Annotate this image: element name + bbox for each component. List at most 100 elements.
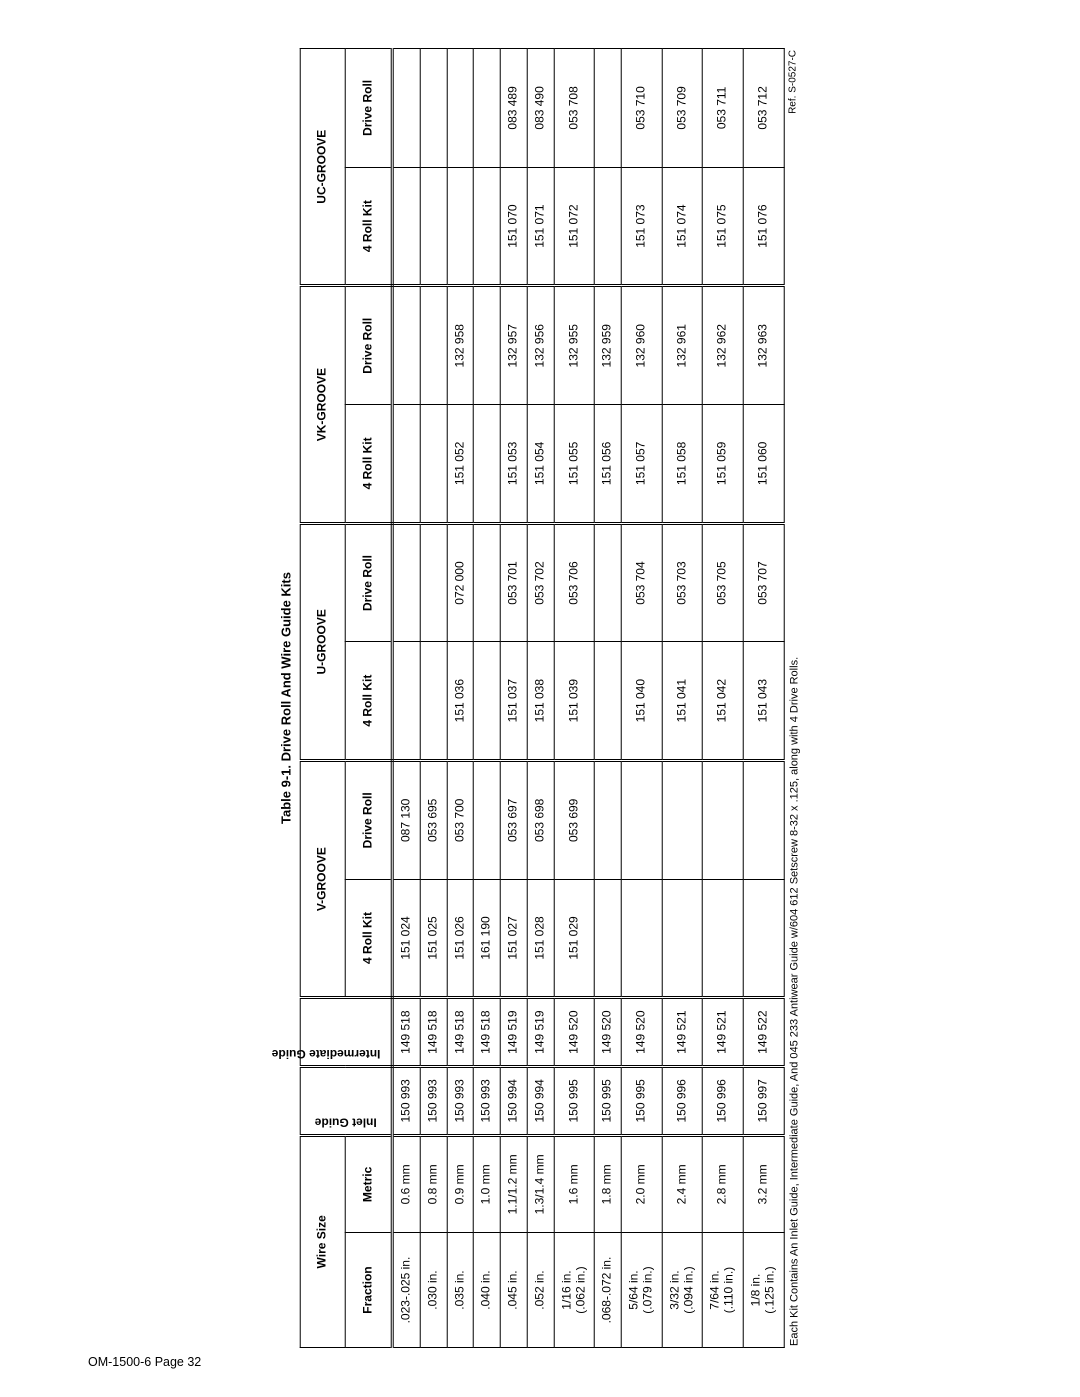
table-cell xyxy=(703,879,744,998)
table-cell: 149 520 xyxy=(554,998,595,1067)
vk-4roll-header: 4 Roll Kit xyxy=(345,405,392,524)
vkgroove-header: VK-GROOVE xyxy=(300,286,345,523)
table-cell: 151 036 xyxy=(447,642,474,761)
table-cell: 150 997 xyxy=(743,1066,784,1135)
table-cell xyxy=(474,760,501,879)
table-cell: 053 703 xyxy=(662,523,703,642)
table-cell: 149 522 xyxy=(743,998,784,1067)
table-cell: 151 071 xyxy=(527,167,554,286)
table-row: .035 in.0.9 mm150 993149 518151 026053 7… xyxy=(447,49,474,1348)
table-row: 3/32 in.(.094 in.)2.4 mm150 996149 52115… xyxy=(662,49,703,1348)
footer-row-wrap: Each Kit Contains An Inlet Guide, Interm… xyxy=(784,48,801,1348)
table-row: .023-.025 in.0.6 mm150 993149 518151 024… xyxy=(392,49,420,1348)
table-cell: 1.0 mm xyxy=(474,1135,501,1232)
table-cell: 053 705 xyxy=(703,523,744,642)
table-cell: 083 490 xyxy=(527,49,554,168)
table-cell: 151 076 xyxy=(743,167,784,286)
table-cell xyxy=(420,405,447,524)
table-cell xyxy=(474,286,501,405)
table-cell: 150 995 xyxy=(621,1066,662,1135)
table-cell: 151 043 xyxy=(743,642,784,761)
table-cell: 151 038 xyxy=(527,642,554,761)
ugroove-header: U-GROOVE xyxy=(300,523,345,760)
table-cell: 151 027 xyxy=(500,879,527,998)
table-cell xyxy=(392,286,420,405)
table-row: .045 in.1.1/1.2 mm150 994149 519151 0270… xyxy=(500,49,527,1348)
drive-roll-table: Wire Size Inlet Guide Intermediate Guide… xyxy=(300,48,785,1348)
table-cell: 1.3/1.4 mm xyxy=(527,1135,554,1232)
table-cell: 151 024 xyxy=(392,879,420,998)
table-cell: 150 995 xyxy=(554,1066,595,1135)
table-cell: 150 995 xyxy=(595,1066,622,1135)
table-cell xyxy=(392,405,420,524)
table-cell: 150 994 xyxy=(500,1066,527,1135)
table-cell xyxy=(595,49,622,168)
table-row: .040 in.1.0 mm150 993149 518161 190 xyxy=(474,49,501,1348)
intermediate-guide-header: Intermediate Guide xyxy=(300,998,392,1067)
table-cell: 132 959 xyxy=(595,286,622,405)
table-cell: 132 956 xyxy=(527,286,554,405)
table-cell xyxy=(595,523,622,642)
table-cell xyxy=(662,760,703,879)
table-cell: 083 489 xyxy=(500,49,527,168)
table-cell: 053 710 xyxy=(621,49,662,168)
table-cell xyxy=(392,523,420,642)
table-cell: 151 053 xyxy=(500,405,527,524)
table-cell xyxy=(420,523,447,642)
table-cell xyxy=(474,405,501,524)
table-cell: 151 070 xyxy=(500,167,527,286)
table-cell: 053 695 xyxy=(420,760,447,879)
table-row: .052 in.1.3/1.4 mm150 994149 519151 0280… xyxy=(527,49,554,1348)
vk-drive-header: Drive Roll xyxy=(345,286,392,405)
table-cell: 053 708 xyxy=(554,49,595,168)
table-cell: 151 052 xyxy=(447,405,474,524)
table-cell xyxy=(743,760,784,879)
table-cell xyxy=(474,642,501,761)
table-cell: .045 in. xyxy=(500,1233,527,1348)
table-cell xyxy=(595,879,622,998)
table-cell: 151 074 xyxy=(662,167,703,286)
table-cell: .030 in. xyxy=(420,1233,447,1348)
table-cell: 0.8 mm xyxy=(420,1135,447,1232)
table-cell: 150 996 xyxy=(662,1066,703,1135)
metric-header: Metric xyxy=(345,1135,392,1232)
table-cell xyxy=(420,286,447,405)
table-cell: 151 056 xyxy=(595,405,622,524)
table-cell: 1/8 in.(.125 in.) xyxy=(743,1233,784,1348)
table-cell xyxy=(420,49,447,168)
table-row: 5/64 in.(.079 in.)2.0 mm150 995149 52015… xyxy=(621,49,662,1348)
table-cell: 053 711 xyxy=(703,49,744,168)
table-cell xyxy=(474,49,501,168)
table-cell: 149 520 xyxy=(621,998,662,1067)
table-cell: 132 958 xyxy=(447,286,474,405)
v-drive-header: Drive Roll xyxy=(345,760,392,879)
table-cell: 161 190 xyxy=(474,879,501,998)
page-footer: OM-1500-6 Page 32 xyxy=(88,1355,201,1369)
v-4roll-header: 4 Roll Kit xyxy=(345,879,392,998)
table-cell: 053 701 xyxy=(500,523,527,642)
u-drive-header: Drive Roll xyxy=(345,523,392,642)
table-cell xyxy=(595,167,622,286)
table-cell: 151 054 xyxy=(527,405,554,524)
table-cell: 053 706 xyxy=(554,523,595,642)
table-cell: 053 702 xyxy=(527,523,554,642)
table-cell: 151 075 xyxy=(703,167,744,286)
table-cell xyxy=(662,879,703,998)
table-cell: 149 519 xyxy=(500,998,527,1067)
table-cell: 151 028 xyxy=(527,879,554,998)
table-cell: 3/32 in.(.094 in.) xyxy=(662,1233,703,1348)
table-cell: 053 709 xyxy=(662,49,703,168)
table-cell: 132 960 xyxy=(621,286,662,405)
table-cell: 053 697 xyxy=(500,760,527,879)
table-cell: .052 in. xyxy=(527,1233,554,1348)
table-cell: 053 699 xyxy=(554,760,595,879)
table-cell: 150 993 xyxy=(474,1066,501,1135)
table-cell: 132 957 xyxy=(500,286,527,405)
table-cell xyxy=(392,167,420,286)
table-cell xyxy=(621,879,662,998)
ucgroove-header: UC-GROOVE xyxy=(300,49,345,286)
header-row-1: Wire Size Inlet Guide Intermediate Guide… xyxy=(300,49,345,1348)
table-cell: 150 993 xyxy=(392,1066,420,1135)
rotated-table-container: Table 9-1. Drive Roll And Wire Guide Kit… xyxy=(279,48,802,1348)
table-cell xyxy=(447,49,474,168)
